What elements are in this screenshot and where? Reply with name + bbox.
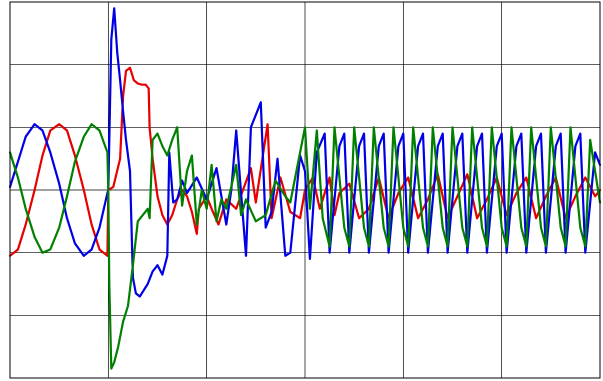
- traces: [8, 7, 602, 370]
- series-line-2: [8, 7, 602, 298]
- plot-frame: [9, 1, 601, 379]
- series-line-1: [8, 66, 602, 257]
- series-line-3: [8, 123, 602, 370]
